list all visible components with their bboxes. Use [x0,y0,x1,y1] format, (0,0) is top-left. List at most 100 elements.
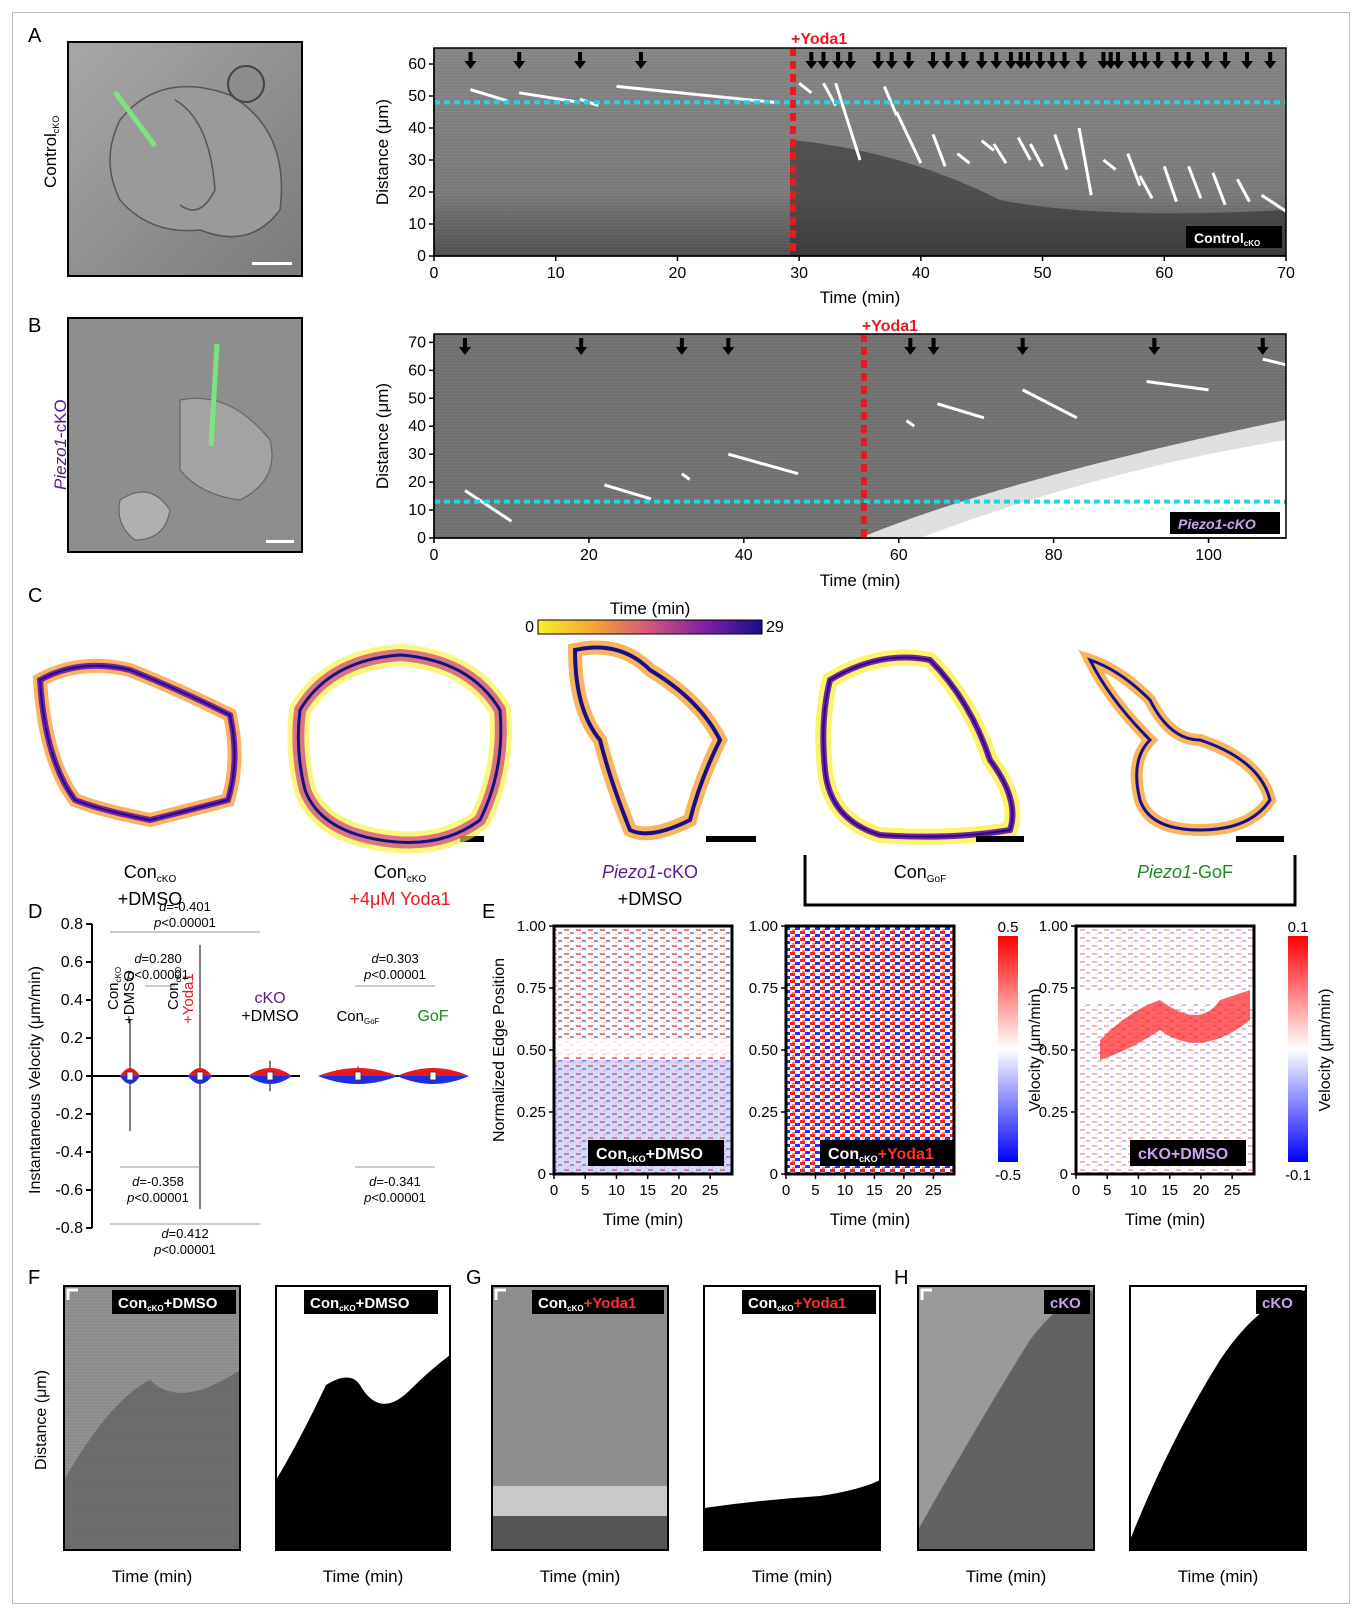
y-tick-label: 70 [408,334,426,351]
x-tick-label: 0 [430,265,439,282]
panel-a-ylabel: Distance (μm) [373,99,392,205]
x-tick-label: 100 [1195,547,1222,564]
arrow-down-icon [990,52,1003,69]
x-tick-label: 0 [430,547,439,564]
y-tick-label: 30 [408,446,426,463]
panel-a-axes: 0 10 20 30 40 50 60 70 0 10 20 30 40 50 60 [408,48,1295,282]
group-label-con-gof: ConGoF [336,1008,379,1026]
colorbar-title: Time (min) [610,599,691,618]
y-tick-label: 20 [408,184,426,201]
kymo-g-binary: ConcKO+Yoda1 [703,1285,881,1551]
group-label-dmso: +DMSO [121,970,138,1024]
arrow-down-icon [1264,52,1277,69]
svg-text:Piezo1-GoF: Piezo1-GoF [1137,862,1233,882]
svg-text:d=-0.358: d=-0.358 [132,1174,184,1189]
y-tick-label: 40 [408,120,426,137]
y-tick-label: 60 [408,56,426,73]
edge-segment [603,483,652,501]
velocity-map-con-dmso: ConcKO+DMSO [552,924,734,1176]
scale-bar [460,836,484,842]
arrow-down-icon [1256,338,1269,355]
kymo-f-raw: ConcKO+DMSO [63,1285,241,1551]
x-tick-label: 60 [1155,265,1173,282]
y-tick-label: 0 [1060,1166,1068,1183]
y-tick-label: 10 [408,502,426,519]
svg-text:ConcKO+DMSO: ConcKO+DMSO [596,1146,703,1164]
x-tick-label: 60 [890,547,908,564]
x-tick-label: 10 [608,1182,625,1199]
x-tick-label: 20 [896,1182,913,1199]
edge-segment [680,472,691,481]
condition-label-2: ConcKO +4μM Yoda1 [350,862,451,909]
y-tick-label: 0.4 [61,992,83,1009]
y-tick-label: 20 [408,474,426,491]
arrow-down-icon [805,52,818,69]
x-tick-label: 30 [790,265,808,282]
arrow-down-icon [1112,52,1125,69]
scale-bar [266,540,294,543]
y-tick-label: 0.50 [517,1042,546,1059]
scale-bar [706,836,756,842]
x-tick-label: 20 [669,265,687,282]
panel-a-cell-image [67,41,303,277]
arrow-down-icon [927,52,940,69]
svg-text:p<0.00001: p<0.00001 [363,967,426,982]
svg-text:0.1: 0.1 [1288,919,1309,936]
x-tick-label: 5 [581,1182,589,1199]
panel-d-stats: d=-0.401 p<0.00001 d=0.280 p<0.00001 d=0… [110,899,435,1257]
y-tick-label: 0.0 [61,1068,83,1085]
arrow-down-icon [1004,52,1017,69]
panel-e-xlabel-3: Time (min) [1125,1210,1206,1229]
velocity-map-con-yoda: ConcKO+Yoda1 [784,924,956,1176]
y-tick-label: 0.50 [749,1042,778,1059]
edge-segment [937,402,985,420]
x-tick-label: 40 [912,265,930,282]
x-tick-label: 15 [639,1182,656,1199]
svg-text:-0.1: -0.1 [1285,1167,1311,1184]
group-label-cko: cKO [254,990,285,1007]
x-tick-label: 25 [702,1182,719,1199]
x-tick-label: 5 [1103,1182,1111,1199]
panel-letter-g: G [466,1267,482,1289]
scale-bar [1236,836,1284,842]
arrow-down-icon [872,52,885,69]
condition-label-5: Piezo1-GoF [1137,862,1233,882]
arrow-down-icon [634,52,647,69]
arrow-down-icon [1148,338,1161,355]
colorbar-min: 0 [525,619,534,636]
badge-piezo1-cko: Piezo1-cKO [1170,512,1280,534]
velocity-map-cko-dmso: cKO+DMSO [1074,924,1256,1176]
arrow-down-icon [1075,52,1088,69]
edge-segment [464,489,513,523]
arrow-down-icon [832,52,845,69]
protrusion-arrows [464,52,1277,69]
group-label-con-cko-dmso: ConcKO [105,967,123,1010]
fgh-xlabels: Time (min) Time (min) Time (min) Time (m… [112,1567,1259,1586]
arrow-down-icon [1016,338,1029,355]
y-tick-label: 60 [408,362,426,379]
panel-letter-h: H [894,1267,908,1289]
arrow-down-icon [1182,52,1195,69]
edge-segment [1162,165,1178,203]
y-tick-label: -0.4 [55,1144,83,1161]
panel-b-kymograph: Piezo1-cKO [433,333,1287,539]
arrow-down-icon [1219,52,1232,69]
violin-median [429,1071,437,1081]
arrow-down-icon [904,338,917,355]
violin-median [126,1071,134,1081]
velocity-colorbar-2: 0.1 -0.1 Velocity (μm/min) [1285,919,1334,1184]
x-tick-label: 0 [782,1182,790,1199]
arrow-down-icon [1097,52,1110,69]
x-tick-label: 10 [837,1182,854,1199]
arrow-down-icon [941,52,954,69]
svg-text:Time (min): Time (min) [323,1567,404,1586]
y-tick-label: 40 [408,418,426,435]
arrow-down-icon [675,338,688,355]
panel-letter-e: E [482,901,495,923]
panel-b-cell-image [67,317,303,553]
arrow-down-icon [513,52,526,69]
panel-e-ylabel: Normalized Edge Position [491,958,508,1142]
svg-text:p<0.00001: p<0.00001 [153,915,216,930]
arrow-down-icon [574,52,587,69]
